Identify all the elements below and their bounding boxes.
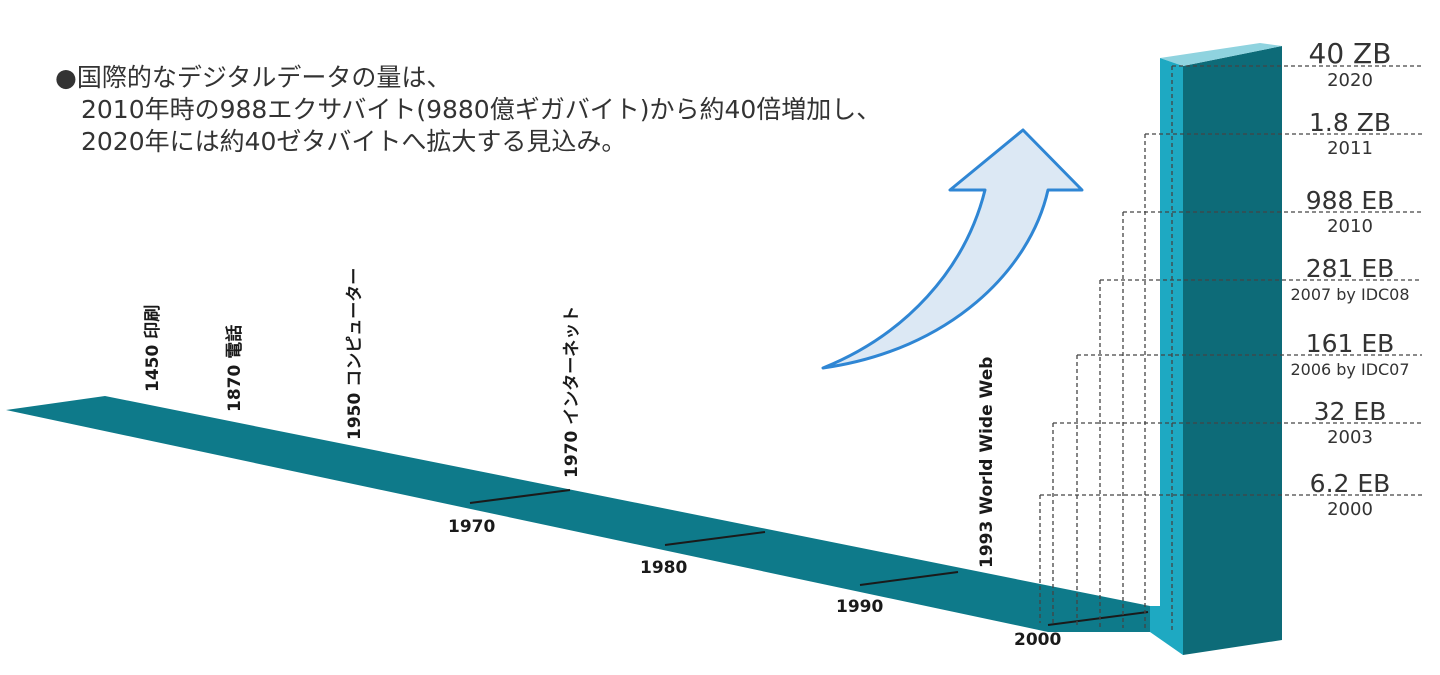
volume-value: 6.2 EB bbox=[1310, 469, 1391, 498]
pillar-side bbox=[1183, 46, 1282, 655]
pillar-front bbox=[1150, 58, 1183, 655]
event-label-1950: 1950 コンピューター bbox=[345, 268, 365, 440]
volume-year: 2006 by IDC07 bbox=[1290, 360, 1409, 379]
timeline-band bbox=[6, 396, 1150, 632]
tick-1970 bbox=[469, 489, 571, 504]
caption-line-2: 2010年時の988エクサバイト(9880億ギガバイト)から約40倍増加し、 bbox=[81, 95, 882, 124]
event-label-1970: 1970 インターネット bbox=[562, 306, 582, 478]
volume-year: 2003 bbox=[1327, 427, 1373, 448]
volume-year: 2010 bbox=[1327, 216, 1373, 237]
pillar-top bbox=[1160, 43, 1282, 66]
volume-year: 2020 bbox=[1327, 70, 1373, 91]
caption-line-1: ●国際的なデジタルデータの量は、 bbox=[55, 63, 452, 92]
growth-arrow bbox=[821, 128, 1084, 370]
caption: ●国際的なデジタルデータの量は、 2010年時の988エクサバイト(9880億ギ… bbox=[55, 62, 881, 158]
decade-label-1970: 1970 bbox=[448, 517, 495, 537]
volume-value: 988 EB bbox=[1306, 186, 1395, 215]
volume-value: 40 ZB bbox=[1309, 37, 1392, 70]
tick-1990 bbox=[859, 571, 959, 586]
event-label-1870: 1870 電話 bbox=[224, 325, 245, 412]
volume-year: 2000 bbox=[1327, 499, 1373, 520]
caption-line-3: 2020年には約40ゼタバイトへ拡大する見込み。 bbox=[81, 127, 627, 156]
volume-value: 281 EB bbox=[1306, 254, 1395, 283]
volume-year: 2011 bbox=[1327, 138, 1373, 159]
guide-lines bbox=[1039, 65, 1422, 632]
tick-2000 bbox=[1047, 611, 1149, 626]
decade-label-2000: 2000 bbox=[1014, 630, 1061, 650]
decade-label-1980: 1980 bbox=[640, 558, 687, 578]
volume-value: 32 EB bbox=[1314, 397, 1387, 426]
event-label-1993: 1993 World Wide Web bbox=[977, 357, 997, 568]
tick-1980 bbox=[664, 531, 766, 546]
volume-value: 1.8 ZB bbox=[1309, 108, 1391, 137]
event-label-1450: 1450 印刷 bbox=[143, 305, 163, 392]
volume-year: 2007 by IDC08 bbox=[1290, 285, 1409, 304]
decade-label-1990: 1990 bbox=[836, 597, 883, 617]
volume-value: 161 EB bbox=[1306, 329, 1395, 358]
